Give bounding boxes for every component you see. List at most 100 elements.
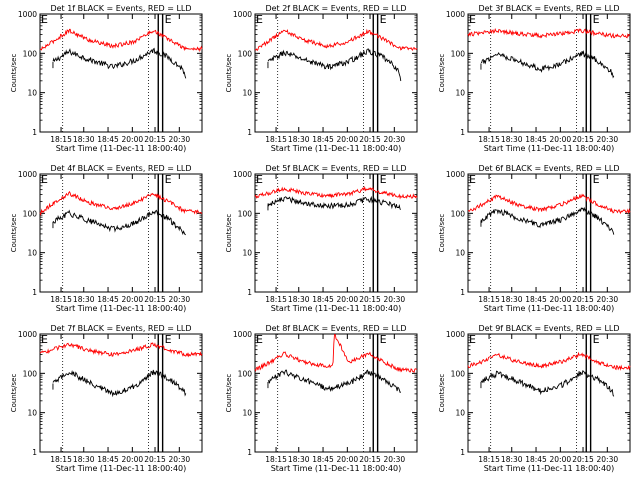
panel-title: Det 4f BLACK = Events, RED = LLD	[50, 164, 191, 173]
y-tick-label: 1	[460, 288, 465, 297]
y-axis-label: Counts/sec	[438, 54, 446, 93]
panel-title: Det 7f BLACK = Events, RED = LLD	[50, 324, 191, 333]
x-tick-label: 18:30	[288, 295, 310, 304]
x-tick-label: 18:45	[525, 455, 547, 464]
plot-frame	[467, 333, 631, 453]
y-tick-label: 1000	[18, 10, 37, 19]
x-tick-label: 18:30	[501, 455, 523, 464]
lld-series-line	[467, 28, 631, 39]
y-tick-label: 100	[238, 209, 253, 218]
x-tick-label: 20:15	[572, 295, 594, 304]
x-tick-label: 20:30	[597, 455, 619, 464]
x-tick-label: 20:15	[144, 135, 166, 144]
y-tick-label: 100	[451, 209, 466, 218]
y-axis-label: Counts/sec	[438, 214, 446, 253]
y-tick-label: 1000	[233, 10, 252, 19]
events-series-line	[52, 47, 187, 79]
x-axis-label: Start Time (11-Dec-11 18:00:40)	[271, 144, 402, 153]
y-tick-label: 100	[238, 49, 253, 58]
flag-label-right: E	[380, 173, 387, 186]
flag-label-left: E	[256, 333, 263, 346]
x-tick-label: 18:15	[478, 295, 500, 304]
y-axis-label: Counts/sec	[225, 214, 233, 253]
lld-series-line	[39, 190, 203, 217]
x-tick-label: 18:15	[265, 135, 287, 144]
x-tick-label: 18:15	[478, 455, 500, 464]
x-tick-label: 20:15	[572, 455, 594, 464]
panel-title: Det 1f BLACK = Events, RED = LLD	[50, 4, 191, 13]
x-tick-label: 18:45	[525, 295, 547, 304]
lld-series-line	[254, 333, 417, 373]
x-tick-label: 20:00	[122, 455, 144, 464]
x-tick-label: 20:00	[122, 135, 144, 144]
x-tick-label: 18:45	[97, 455, 119, 464]
lld-series-line	[467, 193, 631, 215]
x-tick-label: 20:30	[384, 295, 406, 304]
x-tick-label: 20:00	[337, 135, 359, 144]
y-tick-label: 100	[238, 369, 253, 378]
y-tick-label: 10	[27, 409, 37, 418]
x-tick-label: 20:00	[550, 295, 572, 304]
y-tick-label: 10	[27, 89, 37, 98]
y-axis-label: Counts/sec	[225, 54, 233, 93]
x-tick-label: 20:30	[169, 455, 191, 464]
plot-frame	[467, 173, 631, 293]
y-tick-label: 1	[460, 448, 465, 457]
x-tick-label: 18:15	[50, 295, 72, 304]
events-series-line	[52, 369, 187, 398]
y-tick-label: 100	[23, 49, 38, 58]
panel-title: Det 6f BLACK = Events, RED = LLD	[478, 164, 619, 173]
x-tick-label: 20:15	[144, 295, 166, 304]
x-tick-label: 20:00	[337, 455, 359, 464]
plot-frame	[254, 173, 418, 293]
x-tick-label: 18:45	[97, 135, 119, 144]
lld-series-line	[254, 28, 418, 52]
x-tick-label: 18:45	[312, 295, 334, 304]
y-axis-label: Counts/sec	[10, 374, 18, 413]
panel-title: Det 3f BLACK = Events, RED = LLD	[478, 4, 619, 13]
x-tick-label: 20:15	[359, 135, 381, 144]
x-tick-label: 18:45	[525, 135, 547, 144]
x-tick-label: 18:15	[265, 455, 287, 464]
x-tick-label: 18:30	[288, 455, 310, 464]
x-tick-label: 20:15	[144, 455, 166, 464]
y-axis-label: Counts/sec	[225, 374, 233, 413]
y-tick-label: 1000	[446, 170, 465, 179]
y-tick-label: 1000	[446, 330, 465, 339]
events-series-line	[267, 48, 402, 82]
x-axis-label: Start Time (11-Dec-11 18:00:40)	[56, 464, 187, 473]
events-series-line	[480, 50, 615, 79]
events-series-line	[52, 209, 186, 236]
x-tick-label: 20:30	[597, 295, 619, 304]
det-panel: Det 9f BLACK = Events, RED = LLD 1 10 100 10…	[438, 324, 631, 473]
x-tick-label: 18:45	[312, 135, 334, 144]
x-tick-label: 18:30	[73, 455, 95, 464]
x-tick-label: 20:00	[550, 135, 572, 144]
x-tick-label: 18:15	[265, 295, 287, 304]
flag-label-right: E	[165, 13, 172, 26]
y-tick-label: 1000	[446, 10, 465, 19]
lld-series-line	[39, 28, 203, 53]
flag-label-left: E	[469, 333, 476, 346]
y-tick-label: 100	[451, 49, 466, 58]
x-tick-label: 18:30	[501, 295, 523, 304]
y-tick-label: 10	[455, 89, 465, 98]
det-panel: Det 2f BLACK = Events, RED = LLD 1 10 100 10…	[225, 4, 418, 153]
flag-label-left: E	[469, 13, 476, 26]
x-axis-label: Start Time (11-Dec-11 18:00:40)	[484, 304, 615, 313]
y-tick-label: 1	[32, 288, 37, 297]
plot-frame	[39, 13, 203, 133]
plot-frame	[254, 13, 418, 133]
y-tick-label: 1	[32, 128, 37, 137]
panel-title: Det 8f BLACK = Events, RED = LLD	[265, 324, 406, 333]
y-tick-label: 1	[32, 448, 37, 457]
panel-title: Det 2f BLACK = Events, RED = LLD	[265, 4, 406, 13]
flag-label-left: E	[256, 13, 263, 26]
y-tick-label: 10	[455, 249, 465, 258]
flag-label-right: E	[593, 333, 600, 346]
det-panel: Det 5f BLACK = Events, RED = LLD 1 10 100 10…	[225, 164, 418, 313]
y-tick-label: 100	[23, 369, 38, 378]
events-series-line	[480, 370, 615, 397]
det-panel: Det 6f BLACK = Events, RED = LLD 1 10 100 10…	[438, 164, 631, 313]
